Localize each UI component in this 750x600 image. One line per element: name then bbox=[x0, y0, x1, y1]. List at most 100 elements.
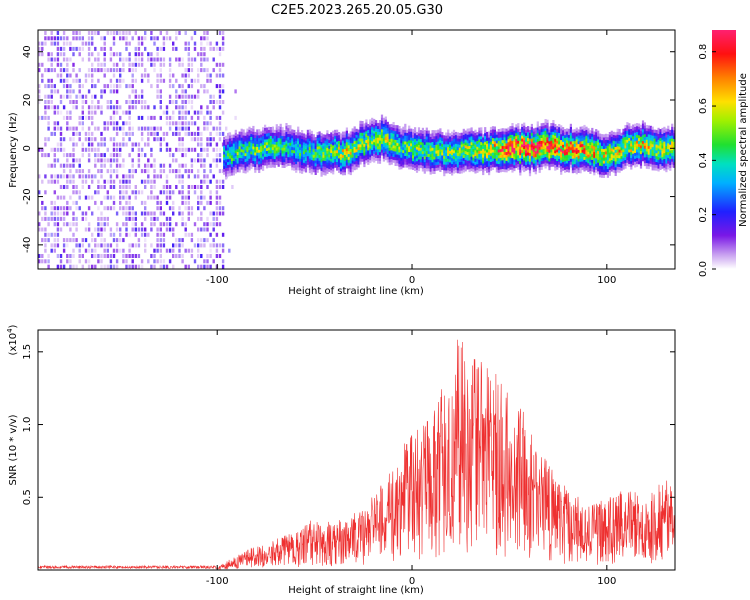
spectrogram-cell bbox=[606, 139, 609, 143]
spectrogram-cell bbox=[147, 232, 150, 237]
spectrogram-cell bbox=[281, 135, 284, 139]
spectrogram-cell bbox=[589, 150, 592, 154]
spectrogram-cell bbox=[495, 148, 498, 153]
spectrogram-cell bbox=[451, 172, 454, 176]
spectrogram-cell bbox=[608, 163, 611, 168]
spectrogram-cell bbox=[622, 163, 625, 167]
spectrogram-cell bbox=[103, 68, 106, 73]
spectrogram-cell bbox=[184, 94, 187, 99]
spectrogram-cell bbox=[591, 127, 594, 132]
spectrogram-cell bbox=[134, 62, 137, 67]
spectrogram-cell bbox=[577, 132, 580, 136]
spectrogram-cell bbox=[659, 134, 662, 139]
spectrogram-cell bbox=[320, 147, 323, 151]
spectrogram-cell bbox=[527, 146, 530, 150]
spectrogram-cell bbox=[567, 154, 571, 159]
spectrogram-cell bbox=[267, 144, 271, 148]
spectrogram-cell bbox=[507, 167, 510, 172]
spectrogram-cell bbox=[50, 232, 53, 237]
spectrogram-cell bbox=[228, 138, 232, 142]
spectrogram-cell bbox=[347, 142, 350, 146]
spectrogram-cell bbox=[355, 146, 358, 150]
spectrogram-cell bbox=[215, 190, 219, 195]
spectrogram-cell bbox=[569, 129, 572, 133]
spectrogram-cell bbox=[304, 169, 308, 173]
spectrogram-cell bbox=[378, 143, 382, 147]
spectrogram-cell bbox=[153, 158, 156, 163]
spectrogram-cell bbox=[579, 138, 582, 142]
spectrogram-cell bbox=[221, 169, 225, 174]
spectrogram-cell bbox=[388, 159, 391, 163]
spectrogram-cell bbox=[484, 135, 487, 139]
spectrogram-cell bbox=[454, 152, 458, 156]
spectrogram-cell bbox=[639, 148, 643, 152]
spectrogram-cell bbox=[299, 135, 302, 139]
spectrogram-cell bbox=[361, 155, 364, 159]
spectrogram-cell bbox=[72, 62, 75, 67]
spectrogram-cell bbox=[326, 130, 329, 134]
spectrogram-cell bbox=[336, 138, 339, 142]
spectrogram-cell bbox=[262, 135, 265, 140]
spectrogram-cell bbox=[218, 46, 222, 51]
spectrogram-cell bbox=[425, 156, 428, 160]
spectrogram-cell bbox=[209, 179, 212, 184]
spectrogram-cell bbox=[628, 158, 631, 162]
spectrogram-cell bbox=[41, 115, 44, 120]
spectrogram-cell bbox=[663, 132, 666, 136]
spectrogram-cell bbox=[134, 254, 137, 258]
spectrogram-cell bbox=[218, 211, 222, 216]
spectrogram-cell bbox=[316, 163, 319, 167]
spectrogram-cell bbox=[579, 141, 582, 145]
spectrogram-cell bbox=[410, 154, 413, 158]
spectrogram-cell bbox=[339, 168, 343, 172]
spectrogram-cell bbox=[44, 94, 47, 99]
spectrogram-cell bbox=[50, 68, 53, 73]
spectrogram-cell bbox=[59, 46, 63, 51]
spectrogram-cell bbox=[234, 158, 237, 162]
spectrogram-cell bbox=[488, 131, 491, 135]
spectrogram-cell bbox=[647, 154, 650, 158]
spectrogram-cell bbox=[394, 151, 397, 155]
spectrogram-cell bbox=[125, 222, 128, 227]
spectrogram-cell bbox=[400, 154, 403, 158]
spectrogram-cell bbox=[225, 161, 228, 166]
spectrogram-cell bbox=[503, 140, 506, 144]
spectrogram-cell bbox=[324, 172, 327, 176]
spectrogram-cell bbox=[215, 185, 219, 189]
spectrogram-cell bbox=[371, 135, 374, 139]
spectrogram-cell bbox=[634, 152, 637, 156]
spectrogram-cell bbox=[464, 139, 467, 143]
spectrogram-cell bbox=[338, 146, 341, 150]
spectrogram-cell bbox=[425, 127, 428, 131]
spectrogram-cell bbox=[242, 141, 245, 145]
spectrogram-cell bbox=[421, 159, 424, 163]
spectrogram-cell bbox=[597, 139, 600, 143]
spectrogram-cell bbox=[236, 151, 239, 155]
spectrogram-cell bbox=[375, 131, 378, 135]
spectrogram-cell bbox=[328, 134, 331, 138]
spectrogram-cell bbox=[197, 110, 200, 115]
spectrogram-cell bbox=[567, 163, 571, 167]
spectrogram-cell bbox=[429, 151, 432, 155]
spectrogram-cell bbox=[361, 126, 364, 130]
spectrogram-cell bbox=[616, 128, 619, 132]
spectrogram-cell bbox=[396, 151, 399, 155]
spectrogram-cell bbox=[404, 149, 407, 154]
spectrogram-cell bbox=[178, 126, 181, 131]
spectrogram-cell bbox=[550, 160, 553, 164]
spectrogram-cell bbox=[273, 155, 276, 160]
spectrogram-cell bbox=[649, 143, 652, 147]
spectrogram-cell bbox=[482, 151, 485, 155]
spectrogram-cell bbox=[439, 142, 442, 146]
spectrogram-cell bbox=[137, 163, 141, 168]
spectrogram-cell bbox=[297, 158, 300, 162]
spectrogram-cell bbox=[203, 243, 206, 248]
spectrogram-cell bbox=[517, 146, 520, 150]
spectrogram-cell bbox=[150, 211, 153, 216]
spectrogram-cell bbox=[190, 131, 194, 136]
spectrogram-cell bbox=[408, 163, 411, 167]
spectrogram-cell bbox=[150, 147, 153, 152]
spectrogram-cell bbox=[66, 243, 69, 248]
spectrogram-cell bbox=[225, 135, 228, 139]
spectrogram-cell bbox=[466, 157, 469, 161]
